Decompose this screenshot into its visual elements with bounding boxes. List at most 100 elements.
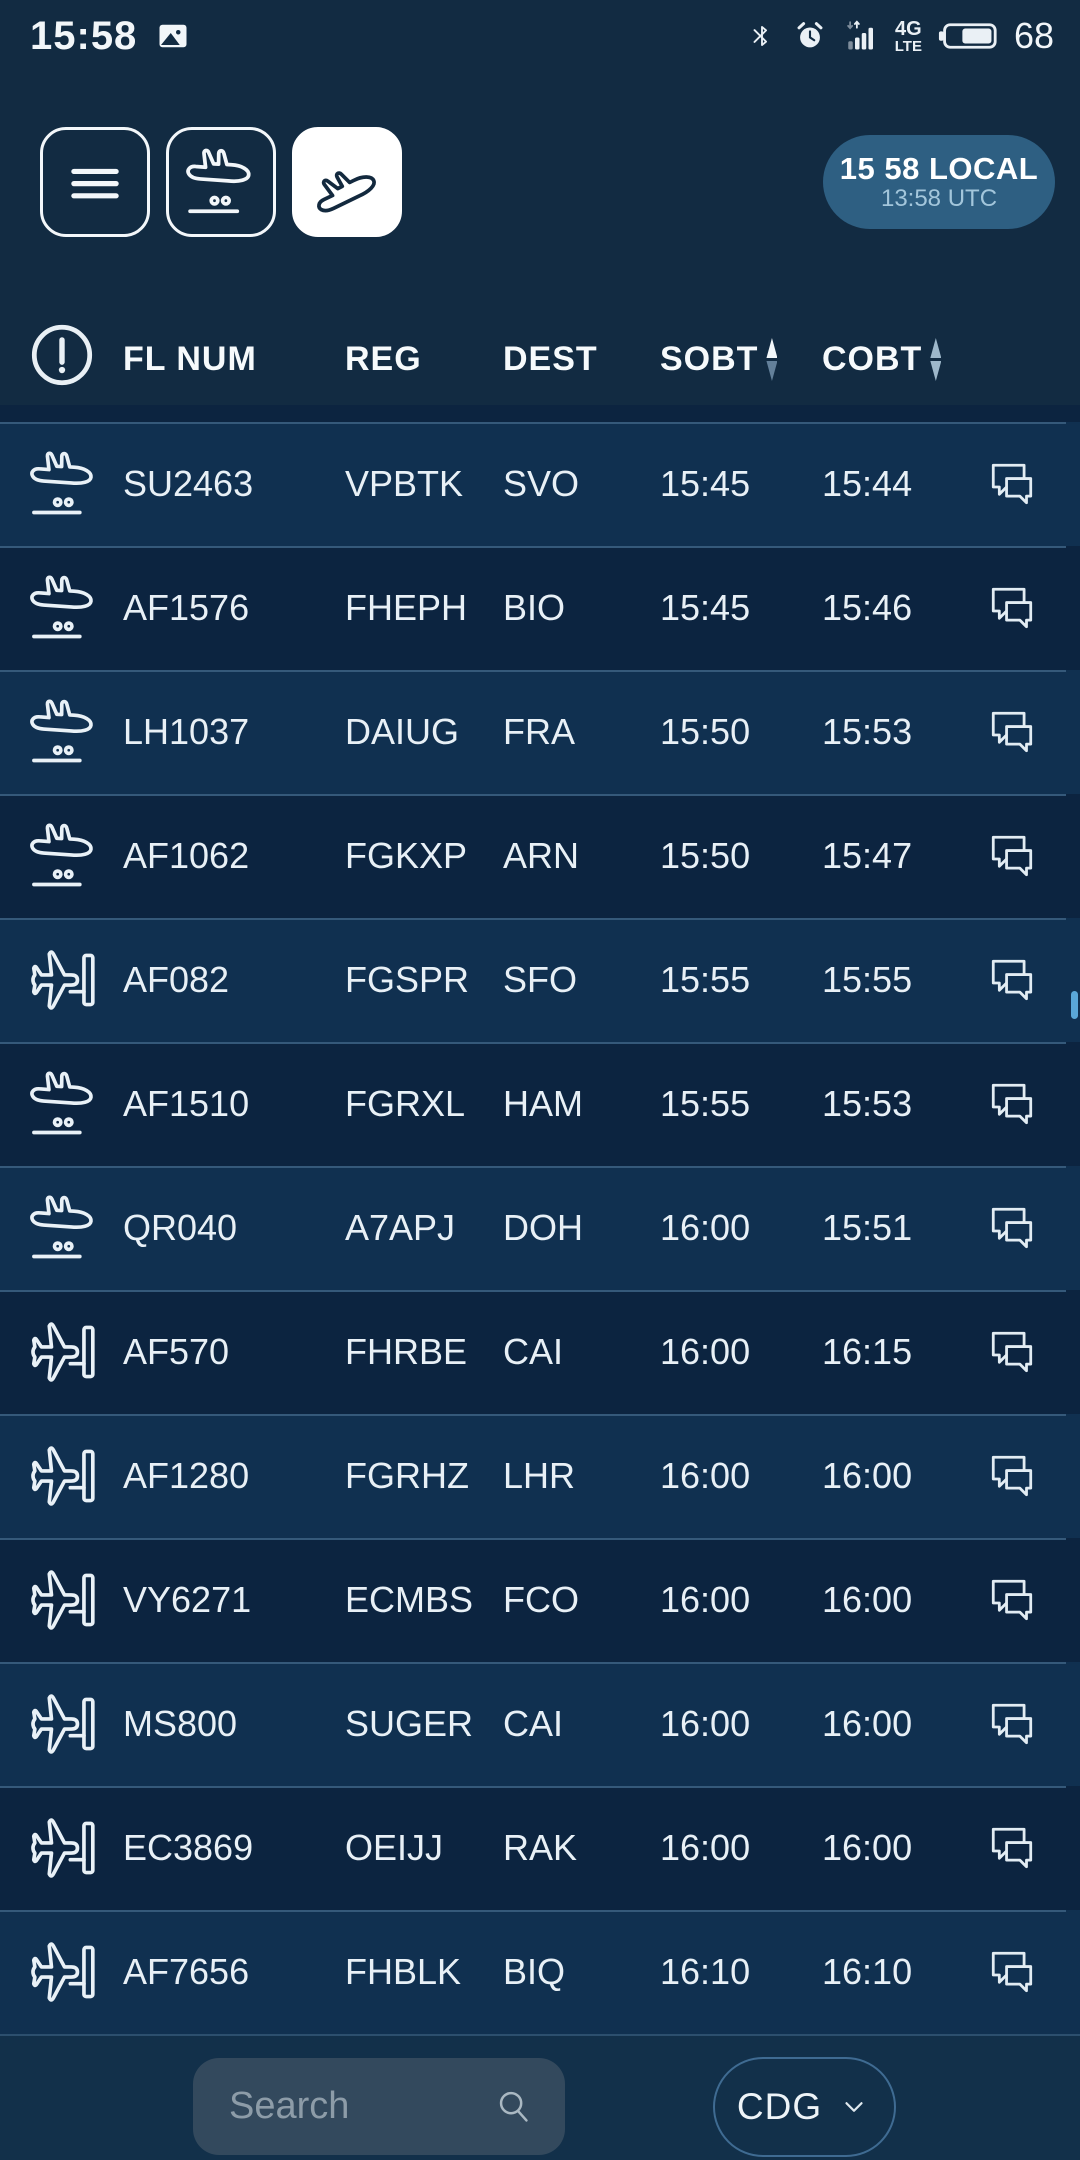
destination: BIO bbox=[503, 587, 566, 628]
sobt-time: 16:00 bbox=[660, 1579, 751, 1620]
column-header-sobt[interactable]: SOBT bbox=[650, 338, 810, 395]
search-icon bbox=[491, 2084, 537, 2130]
registration: FHRBE bbox=[345, 1331, 468, 1372]
airport-selector[interactable]: CDG bbox=[713, 2056, 896, 2157]
footer-bar: CDG bbox=[0, 2034, 1080, 2160]
destination: LHR bbox=[503, 1455, 576, 1496]
menu-icon bbox=[56, 143, 134, 221]
flight-number: AF1062 bbox=[123, 835, 250, 876]
plane-takeoff-icon bbox=[308, 143, 386, 221]
search-box[interactable] bbox=[193, 2058, 565, 2155]
table-row[interactable]: AF1576 FHEPH BIO 15:45 15:46 bbox=[0, 546, 1080, 670]
plane-at-gate-icon bbox=[0, 1314, 115, 1390]
flight-number: VY6271 bbox=[123, 1579, 252, 1620]
chat-icon[interactable] bbox=[970, 1323, 1080, 1381]
status-icons: 4G LTE 68 bbox=[747, 15, 1054, 57]
column-header-cobt[interactable]: COBT bbox=[810, 338, 970, 395]
chat-icon[interactable] bbox=[970, 1075, 1080, 1133]
registration: A7APJ bbox=[345, 1207, 456, 1248]
destination: DOH bbox=[503, 1207, 583, 1248]
bluetooth-icon bbox=[747, 21, 777, 51]
flight-number: EC3869 bbox=[123, 1827, 254, 1868]
table-row[interactable]: EC3869 OEIJJ RAK 16:00 16:00 bbox=[0, 1786, 1080, 1910]
utc-time: 13:58 UTC bbox=[880, 185, 998, 212]
chat-icon[interactable] bbox=[970, 1571, 1080, 1629]
plane-at-gate-icon bbox=[0, 1438, 115, 1514]
cobt-time: 16:00 bbox=[822, 1455, 913, 1496]
destination: FCO bbox=[503, 1579, 579, 1620]
table-row[interactable]: AF082 FGSPR SFO 15:55 15:55 bbox=[0, 918, 1080, 1042]
local-time-badge: 15 58 LOCAL 13:58 UTC bbox=[823, 135, 1055, 229]
registration: FGSPR bbox=[345, 959, 470, 1000]
chat-icon[interactable] bbox=[970, 951, 1080, 1009]
chat-icon[interactable] bbox=[970, 579, 1080, 637]
cobt-time: 15:47 bbox=[822, 835, 913, 876]
sobt-time: 15:55 bbox=[660, 1083, 751, 1124]
chat-icon[interactable] bbox=[970, 1819, 1080, 1877]
destination: BIQ bbox=[503, 1951, 566, 1992]
destination: SVO bbox=[503, 463, 580, 504]
sobt-time: 15:50 bbox=[660, 711, 751, 752]
chat-icon[interactable] bbox=[970, 703, 1080, 761]
search-input[interactable] bbox=[229, 2085, 491, 2128]
plane-landing-icon bbox=[0, 570, 115, 646]
table-row[interactable]: QR040 A7APJ DOH 16:00 15:51 bbox=[0, 1166, 1080, 1290]
cobt-time: 15:53 bbox=[822, 1083, 913, 1124]
arrivals-tab-button[interactable] bbox=[166, 127, 276, 237]
registration: SUGER bbox=[345, 1703, 474, 1744]
plane-landing-icon bbox=[0, 1066, 115, 1142]
column-header-flnum[interactable]: FL NUM bbox=[123, 340, 257, 378]
registration: FGRHZ bbox=[345, 1455, 469, 1496]
table-row[interactable]: AF7656 FHBLK BIQ 16:10 16:10 bbox=[0, 1910, 1080, 2034]
destination: FRA bbox=[503, 711, 575, 752]
status-clock: 15:58 bbox=[30, 13, 138, 58]
plane-landing-icon bbox=[0, 446, 115, 522]
table-row[interactable]: AF570 FHRBE CAI 16:00 16:15 bbox=[0, 1290, 1080, 1414]
column-header-reg[interactable]: REG bbox=[345, 340, 422, 378]
table-row[interactable]: VY6271 ECMBS FCO 16:00 16:00 bbox=[0, 1538, 1080, 1662]
menu-button[interactable] bbox=[40, 127, 150, 237]
plane-landing-icon bbox=[0, 818, 115, 894]
registration: FHEPH bbox=[345, 587, 468, 628]
cobt-time: 16:10 bbox=[822, 1951, 913, 1992]
chat-icon[interactable] bbox=[970, 1943, 1080, 2001]
flight-number: AF1576 bbox=[123, 587, 250, 628]
cobt-time: 16:00 bbox=[822, 1703, 913, 1744]
plane-landing-icon bbox=[0, 1190, 115, 1266]
battery-icon bbox=[938, 21, 998, 51]
registration: FGRXL bbox=[345, 1083, 466, 1124]
toolbar: 15 58 LOCAL 13:58 UTC bbox=[0, 126, 1080, 238]
flight-number: AF1280 bbox=[123, 1455, 250, 1496]
departures-tab-button[interactable] bbox=[292, 127, 402, 237]
table-row[interactable]: AF1510 FGRXL HAM 15:55 15:53 bbox=[0, 1042, 1080, 1166]
table-row[interactable]: LH1037 DAIUG FRA 15:50 15:53 bbox=[0, 670, 1080, 794]
sort-arrows-sobt bbox=[766, 338, 778, 381]
flight-number: AF1510 bbox=[123, 1083, 250, 1124]
sobt-time: 16:00 bbox=[660, 1331, 751, 1372]
table-row[interactable]: SU2463 VPBTK SVO 15:45 15:44 bbox=[0, 422, 1080, 546]
plane-at-gate-icon bbox=[0, 942, 115, 1018]
status-bar: 15:58 4G LTE 68 bbox=[0, 0, 1080, 64]
plane-at-gate-icon bbox=[0, 1810, 115, 1886]
alerts-column-icon[interactable] bbox=[0, 317, 115, 395]
sobt-time: 15:55 bbox=[660, 959, 751, 1000]
registration: VPBTK bbox=[345, 463, 464, 504]
destination: HAM bbox=[503, 1083, 583, 1124]
sobt-time: 16:10 bbox=[660, 1951, 751, 1992]
airport-code: CDG bbox=[736, 2085, 823, 2127]
cobt-time: 15:55 bbox=[822, 959, 913, 1000]
table-row[interactable]: AF1062 FGKXP ARN 15:50 15:47 bbox=[0, 794, 1080, 918]
chat-icon[interactable] bbox=[970, 455, 1080, 513]
registration: FGKXP bbox=[345, 835, 468, 876]
sobt-time: 15:50 bbox=[660, 835, 751, 876]
chat-icon[interactable] bbox=[970, 827, 1080, 885]
scrollbar-thumb[interactable] bbox=[1071, 991, 1078, 1019]
chat-icon[interactable] bbox=[970, 1199, 1080, 1257]
chat-icon[interactable] bbox=[970, 1695, 1080, 1753]
flight-number: AF570 bbox=[123, 1331, 230, 1372]
column-header-dest[interactable]: DEST bbox=[503, 340, 598, 378]
registration: DAIUG bbox=[345, 711, 460, 752]
chat-icon[interactable] bbox=[970, 1447, 1080, 1505]
table-row[interactable]: MS800 SUGER CAI 16:00 16:00 bbox=[0, 1662, 1080, 1786]
table-row[interactable]: AF1280 FGRHZ LHR 16:00 16:00 bbox=[0, 1414, 1080, 1538]
